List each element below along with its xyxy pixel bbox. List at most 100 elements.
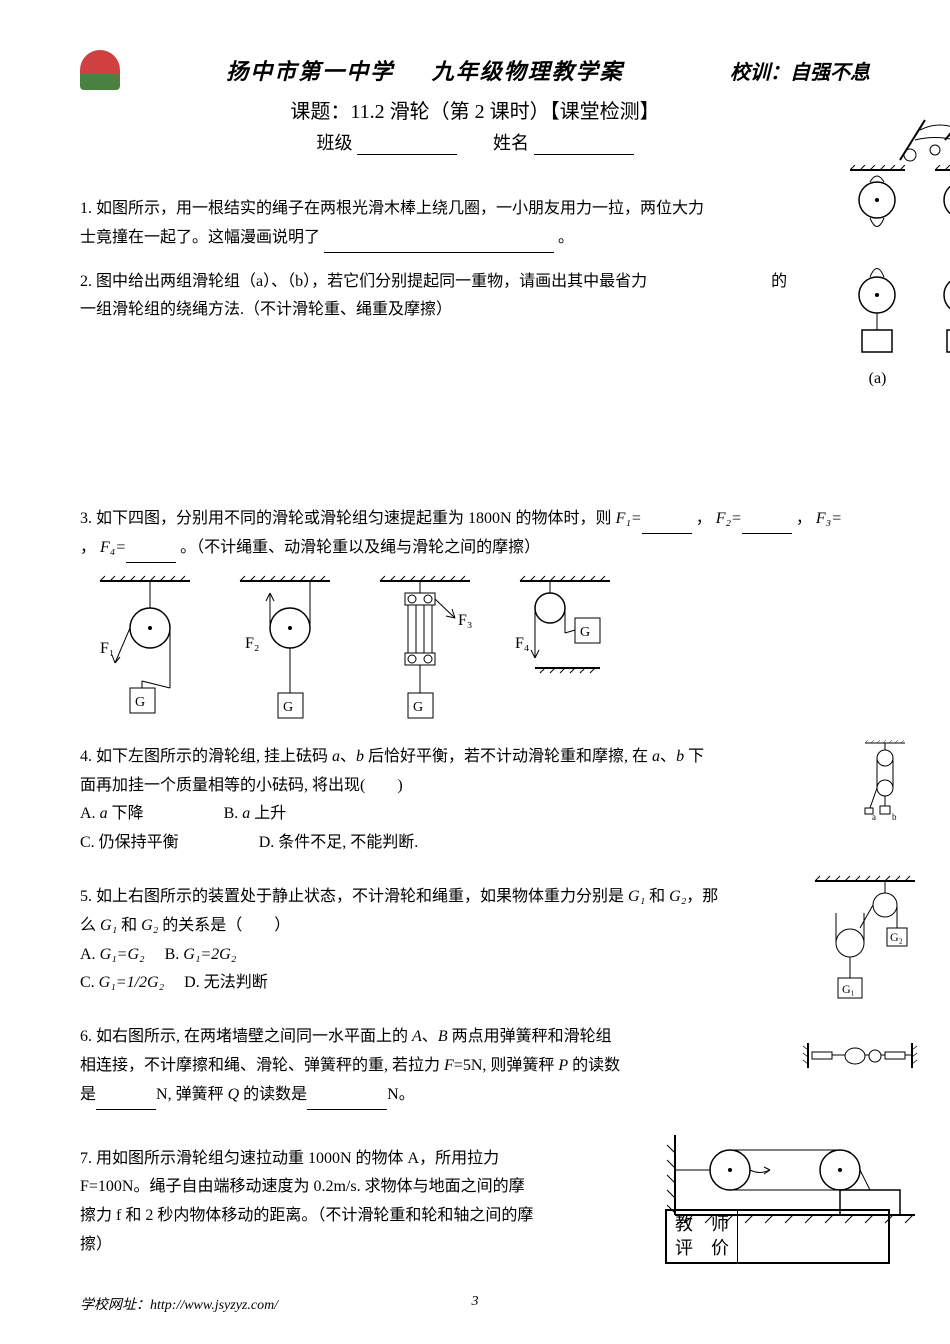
lesson-title: 课题：11.2 滑轮（第 2 课时）【课堂检测】 — [80, 95, 870, 124]
q7-text-block: 7. 用如图所示滑轮组匀速拉动重 1000N 的物体 A，所用拉力 F=100N… — [80, 1145, 550, 1260]
name-label: 姓名 — [493, 133, 529, 153]
q5-t5: 和 — [117, 917, 141, 934]
q6-blank2[interactable] — [307, 1094, 387, 1110]
q3-t3: 。（不计绳重、动滑轮重以及绳与滑轮之间的摩擦） — [180, 539, 540, 556]
q5-optB-eq: G₁=2G₂ — [183, 946, 236, 963]
q3-line1: 3. 如下四图，分别用不同的滑轮或滑轮组匀速提起重为 1800N 的物体时，则 … — [80, 505, 870, 534]
q3-t2: ， — [80, 539, 96, 556]
q4-optC: C. 仍保持平衡 — [80, 829, 179, 858]
q6-F: F — [444, 1057, 454, 1074]
q6-t5: =5N, 则弹簧秤 — [454, 1057, 559, 1074]
q4-b1: b — [356, 748, 364, 765]
q4-t4: 、 — [660, 748, 676, 765]
q3-fig1-icon: F₁ G — [90, 573, 200, 723]
q5-t3: ，那 — [686, 888, 718, 905]
q6-P: P — [558, 1057, 568, 1074]
svg-text:F₂: F₂ — [245, 635, 259, 652]
q3-c1: ， — [696, 510, 712, 527]
q6-t3: 两点用弹簧秤和滑轮组 — [448, 1028, 612, 1045]
q6-figure-icon — [800, 1038, 920, 1073]
q2-figure-b: (b) — [935, 165, 950, 394]
school-name: 扬中市第一中学 — [226, 59, 394, 84]
q5-g2b: G₂ — [141, 917, 158, 934]
q6-t6: 的读数 — [568, 1057, 620, 1074]
q5-t2: 和 — [645, 888, 669, 905]
content-area: 1. 如图所示，用一根结实的绳子在两根光滑木棒上绕几圈，一小朋友用力一拉，两位大… — [80, 195, 870, 1260]
svg-text:b: b — [892, 812, 897, 822]
q4-optA: A. a 下降 — [80, 800, 144, 829]
q5-g1b: G₁ — [100, 917, 117, 934]
q1-line2: 士竟撞在一起了。这幅漫画说明了 。 — [80, 224, 870, 253]
school-logo-icon — [80, 50, 120, 90]
footer-url-text: http://www.jsyzyz.com/ — [150, 1298, 278, 1313]
q1-blank[interactable] — [324, 235, 554, 253]
pulley-b-icon — [935, 165, 950, 355]
q5-optC-label: C. — [80, 974, 99, 991]
class-blank[interactable] — [357, 137, 457, 155]
q5-t4: 么 — [80, 917, 100, 934]
eval-value[interactable] — [738, 1211, 888, 1262]
svg-text:F₁: F₁ — [100, 640, 114, 657]
q6-Q: Q — [228, 1086, 240, 1103]
eval-label: 教 师 评 价 — [667, 1211, 738, 1262]
q3-blank2[interactable] — [742, 518, 792, 534]
q2-figures: (a) (b) — [850, 165, 950, 394]
q7-l2: F=100N。绳子自由端移动速度为 0.2m/s. 求物体与地面之间的摩 — [80, 1173, 550, 1202]
q5-line2: 么 G₁ 和 G₂ 的关系是（ ） — [80, 912, 870, 941]
page-footer: 学校网址：http://www.jsyzyz.com/ 3 — [80, 1294, 870, 1314]
svg-text:G: G — [135, 695, 145, 710]
q2-line1: 2. 图中给出两组滑轮组（a）、（b），若它们分别提起同一重物，请画出其中最省力… — [80, 268, 870, 297]
q4-line1: 4. 如下左图所示的滑轮组, 挂上砝码 a、b 后恰好平衡，若不计动滑轮重和摩擦… — [80, 743, 870, 772]
q7-l4: 擦） — [80, 1231, 550, 1260]
q4-t3: 后恰好平衡，若不计动滑轮重和摩擦, 在 — [364, 748, 652, 765]
subject-name: 九年级物理教学案 — [432, 59, 624, 84]
name-blank[interactable] — [534, 137, 634, 155]
q3-blank1[interactable] — [642, 518, 692, 534]
motto-text: 自强不息 — [790, 62, 870, 84]
q6-blank1[interactable] — [96, 1094, 156, 1110]
q3-fig3-icon: F₃ G — [370, 573, 480, 723]
eval-row1: 教 师 — [675, 1213, 729, 1236]
q2-line2: 一组滑轮组的绕绳方法.（不计滑轮重、绳重及摩擦） — [80, 296, 870, 325]
svg-text:F₃: F₃ — [458, 612, 472, 629]
q3-f1: F₁= — [616, 510, 642, 527]
q5-optD: D. 无法判断 — [184, 974, 268, 991]
class-label: 班级 — [317, 133, 353, 153]
q5-optB-label: B. — [165, 946, 184, 963]
q5-line1: 5. 如上右图所示的装置处于静止状态，不计滑轮和绳重，如果物体重力分别是 G₁ … — [80, 883, 870, 912]
q3-f4: F₄= — [100, 539, 126, 556]
q2-figure-a: (a) — [850, 165, 905, 394]
q7-l3: 擦力 f 和 2 秒内物体移动的距离。（不计滑轮重和轮和轴之间的摩 — [80, 1202, 550, 1231]
q4-a1: a — [332, 748, 340, 765]
svg-text:G₁: G₁ — [842, 982, 855, 996]
q1-period: 。 — [558, 229, 574, 246]
svg-text:G: G — [283, 700, 293, 715]
q3-f3: F₃= — [816, 510, 842, 527]
question-5: G₂ G₁ 5. 如上右图所示的装置处于静止状态，不计滑轮和绳重，如果物体重力分… — [80, 883, 870, 998]
q3-blank3[interactable] — [126, 547, 176, 563]
student-info-line: 班级 姓名 — [80, 129, 870, 155]
q4-options-row1: A. a 下降 B. a 上升 — [80, 800, 870, 829]
q6-line2: 相连接，不计摩擦和绳、滑轮、弹簧秤的重, 若拉力 F=5N, 则弹簧秤 P 的读… — [80, 1052, 870, 1081]
q4-options-row2: C. 仍保持平衡 D. 条件不足, 不能判断. — [80, 829, 870, 858]
question-6: 6. 如右图所示, 在两堵墙壁之间同一水平面上的 A、B 两点用弹簧秤和滑轮组 … — [80, 1023, 870, 1109]
q6-line1: 6. 如右图所示, 在两堵墙壁之间同一水平面上的 A、B 两点用弹簧秤和滑轮组 — [80, 1023, 870, 1052]
q6-t7: 是 — [80, 1086, 96, 1103]
q4-t1: 4. 如下左图所示的滑轮组, 挂上砝码 — [80, 748, 332, 765]
q6-t9: 的读数是 — [239, 1086, 307, 1103]
q5-optA-eq: G₁=G₂ — [100, 946, 145, 963]
school-motto: 校训：自强不息 — [730, 56, 870, 85]
q5-options-row1: A. G₁=G₂ B. G₁=2G₂ — [80, 941, 870, 970]
svg-text:F₄: F₄ — [515, 635, 530, 652]
eval-row2: 评 价 — [675, 1237, 729, 1260]
q3-f2: F₂= — [716, 510, 742, 527]
footer-url-label: 学校网址： — [80, 1298, 150, 1313]
q4-b2: b — [676, 748, 684, 765]
q2-label-a: (a) — [869, 365, 887, 394]
teacher-evaluation-box: 教 师 评 价 — [665, 1209, 890, 1264]
question-2: 2. 图中给出两组滑轮组（a）、（b），若它们分别提起同一重物，请画出其中最省力… — [80, 268, 870, 326]
q4-t5: 下 — [684, 748, 704, 765]
page-number: 3 — [472, 1294, 479, 1310]
q4-optD: D. 条件不足, 不能判断. — [259, 829, 419, 858]
q3-t1: 3. 如下四图，分别用不同的滑轮或滑轮组匀速提起重为 1800N 的物体时，则 — [80, 510, 616, 527]
